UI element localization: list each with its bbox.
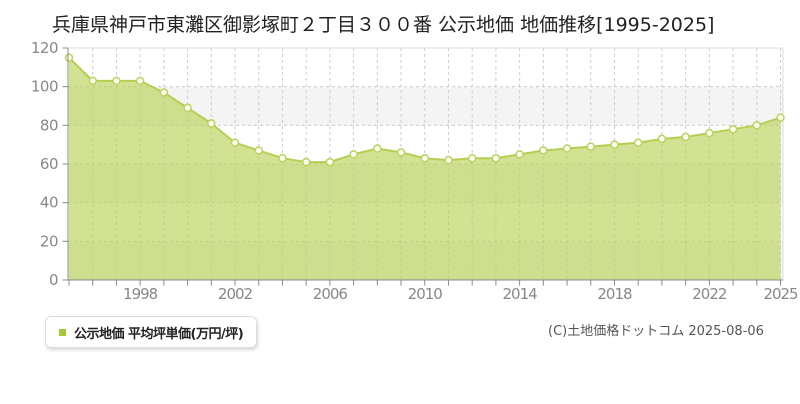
axes — [62, 47, 783, 286]
x-axis-label: 2018 — [597, 285, 632, 303]
x-axis-label: 2010 — [408, 285, 443, 303]
data-point — [491, 153, 501, 163]
legend: 公示地価 平均坪単価(万円/坪) — [45, 316, 258, 348]
data-point — [88, 76, 97, 86]
data-point — [135, 76, 145, 86]
y-axis-label: 80 — [40, 116, 58, 134]
data-point — [278, 153, 287, 163]
legend-label: 公示地価 平均坪単価(万円/坪) — [74, 326, 244, 342]
data-point — [657, 134, 667, 144]
copyright-note: (C)土地価格ドットコム 2025-08-06 — [548, 324, 764, 339]
y-axis-label: 0 — [49, 271, 58, 289]
plot-border — [68, 47, 784, 280]
legend-marker-icon — [59, 328, 66, 336]
data-point — [586, 142, 596, 151]
data-point — [183, 103, 192, 113]
data-point — [207, 119, 216, 128]
data-point — [254, 146, 263, 155]
data-point — [420, 153, 429, 163]
data-point-markers — [64, 53, 785, 167]
data-point — [64, 53, 74, 62]
data-point — [515, 150, 524, 159]
y-axis-label: 20 — [40, 232, 58, 250]
data-point — [112, 76, 121, 86]
data-point — [681, 132, 690, 142]
data-point — [349, 150, 358, 159]
data-point — [467, 153, 477, 163]
data-point — [325, 157, 335, 167]
x-axis-label: 2025 — [763, 285, 798, 303]
y-axis-labels: 0 20 40 60 80 100 120 — [31, 39, 59, 289]
x-axis-label: 2022 — [692, 285, 727, 303]
data-point — [728, 124, 738, 134]
y-axis-label: 60 — [40, 155, 58, 173]
data-point — [373, 144, 382, 153]
chart-title: 兵庫県神戸市東灘区御影塚町２丁目３００番 公示地価 地価推移[1995-2025… — [52, 14, 715, 36]
data-point — [633, 138, 643, 147]
y-axis-label: 40 — [40, 194, 58, 212]
x-axis-label: 2014 — [503, 285, 538, 303]
data-point — [752, 121, 762, 130]
x-axis-labels: 1998 2002 2006 2010 2014 2018 2022 2025 — [123, 285, 799, 303]
data-point — [705, 128, 714, 138]
data-point — [301, 157, 311, 167]
data-point — [562, 144, 572, 153]
data-point — [776, 113, 785, 122]
data-point — [539, 146, 548, 155]
data-point — [444, 155, 453, 165]
data-point — [396, 148, 406, 157]
data-point — [230, 138, 240, 147]
y-axis-label: 120 — [31, 39, 58, 57]
data-point — [610, 140, 619, 149]
data-point — [159, 88, 169, 97]
x-axis-label: 1998 — [123, 285, 158, 303]
area-series — [69, 57, 781, 280]
x-axis-label: 2006 — [313, 285, 348, 303]
x-axis-label: 2002 — [218, 285, 253, 303]
y-axis-label: 100 — [31, 78, 58, 96]
